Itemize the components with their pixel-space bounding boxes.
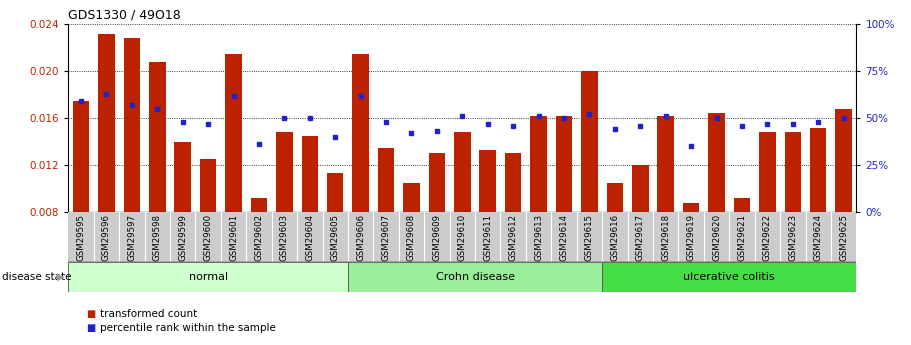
Text: GSM29595: GSM29595 xyxy=(77,214,86,261)
Bar xyxy=(759,132,775,306)
Bar xyxy=(835,109,852,306)
Bar xyxy=(73,100,89,306)
Bar xyxy=(251,198,267,306)
Text: GSM29601: GSM29601 xyxy=(229,214,238,261)
Bar xyxy=(348,262,602,292)
Text: GSM29598: GSM29598 xyxy=(153,214,162,261)
Bar xyxy=(530,116,547,306)
Bar xyxy=(302,136,318,306)
Text: GDS1330 / 49O18: GDS1330 / 49O18 xyxy=(68,9,181,22)
Bar xyxy=(378,148,394,306)
Bar xyxy=(98,33,115,306)
Text: normal: normal xyxy=(189,272,228,282)
Bar xyxy=(784,132,801,306)
Bar xyxy=(658,116,674,306)
Bar xyxy=(353,53,369,306)
Text: GSM29622: GSM29622 xyxy=(763,214,772,261)
Bar xyxy=(68,262,348,292)
Text: GSM29621: GSM29621 xyxy=(737,214,746,261)
Bar xyxy=(505,154,521,306)
Text: GSM29609: GSM29609 xyxy=(433,214,442,261)
Bar xyxy=(708,114,725,306)
Text: GSM29611: GSM29611 xyxy=(483,214,492,261)
Text: GSM29615: GSM29615 xyxy=(585,214,594,261)
Text: percentile rank within the sample: percentile rank within the sample xyxy=(100,324,276,333)
Text: GSM29606: GSM29606 xyxy=(356,214,365,261)
Text: GSM29616: GSM29616 xyxy=(610,214,619,261)
Text: GSM29600: GSM29600 xyxy=(204,214,212,261)
Bar xyxy=(632,165,649,306)
Bar xyxy=(479,150,496,306)
Text: GSM29624: GSM29624 xyxy=(814,214,823,261)
Text: GSM29612: GSM29612 xyxy=(508,214,517,261)
Bar xyxy=(810,128,826,306)
Bar xyxy=(200,159,217,306)
Text: GSM29618: GSM29618 xyxy=(661,214,670,261)
Text: GSM29610: GSM29610 xyxy=(458,214,466,261)
Bar xyxy=(602,262,856,292)
Text: GSM29599: GSM29599 xyxy=(179,214,188,260)
Text: GSM29613: GSM29613 xyxy=(534,214,543,261)
Bar xyxy=(556,116,572,306)
Text: GSM29596: GSM29596 xyxy=(102,214,111,261)
Bar xyxy=(581,71,598,306)
Text: GSM29619: GSM29619 xyxy=(687,214,696,261)
Text: transformed count: transformed count xyxy=(100,309,198,319)
Text: GSM29608: GSM29608 xyxy=(407,214,416,261)
Bar xyxy=(404,183,420,306)
Text: GSM29625: GSM29625 xyxy=(839,214,848,261)
Bar xyxy=(276,132,292,306)
Text: ■: ■ xyxy=(87,324,96,333)
Bar xyxy=(607,183,623,306)
Bar xyxy=(174,142,191,306)
Text: Crohn disease: Crohn disease xyxy=(435,272,515,282)
Bar xyxy=(454,132,471,306)
Text: GSM29623: GSM29623 xyxy=(788,214,797,261)
Bar xyxy=(149,62,166,306)
Bar xyxy=(429,154,445,306)
Text: GSM29605: GSM29605 xyxy=(331,214,340,261)
Text: GSM29602: GSM29602 xyxy=(254,214,263,261)
Text: disease state: disease state xyxy=(2,272,71,282)
Bar xyxy=(225,53,241,306)
Text: ▶: ▶ xyxy=(57,272,65,282)
Text: GSM29614: GSM29614 xyxy=(559,214,568,261)
Text: GSM29603: GSM29603 xyxy=(280,214,289,261)
Text: GSM29620: GSM29620 xyxy=(712,214,721,261)
Text: ■: ■ xyxy=(87,309,96,319)
Text: GSM29617: GSM29617 xyxy=(636,214,645,261)
Text: GSM29607: GSM29607 xyxy=(382,214,391,261)
Bar xyxy=(327,174,343,306)
Bar xyxy=(124,38,140,306)
Text: GSM29597: GSM29597 xyxy=(128,214,137,261)
Bar xyxy=(733,198,751,306)
Text: GSM29604: GSM29604 xyxy=(305,214,314,261)
Bar xyxy=(683,203,700,306)
Text: ulcerative colitis: ulcerative colitis xyxy=(683,272,775,282)
